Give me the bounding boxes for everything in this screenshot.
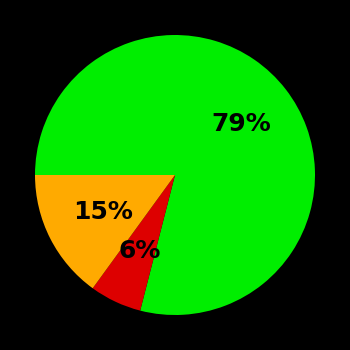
Wedge shape — [35, 35, 315, 315]
Text: 79%: 79% — [211, 112, 271, 135]
Text: 6%: 6% — [118, 239, 160, 263]
Wedge shape — [93, 175, 175, 310]
Wedge shape — [35, 175, 175, 288]
Text: 15%: 15% — [73, 200, 133, 224]
